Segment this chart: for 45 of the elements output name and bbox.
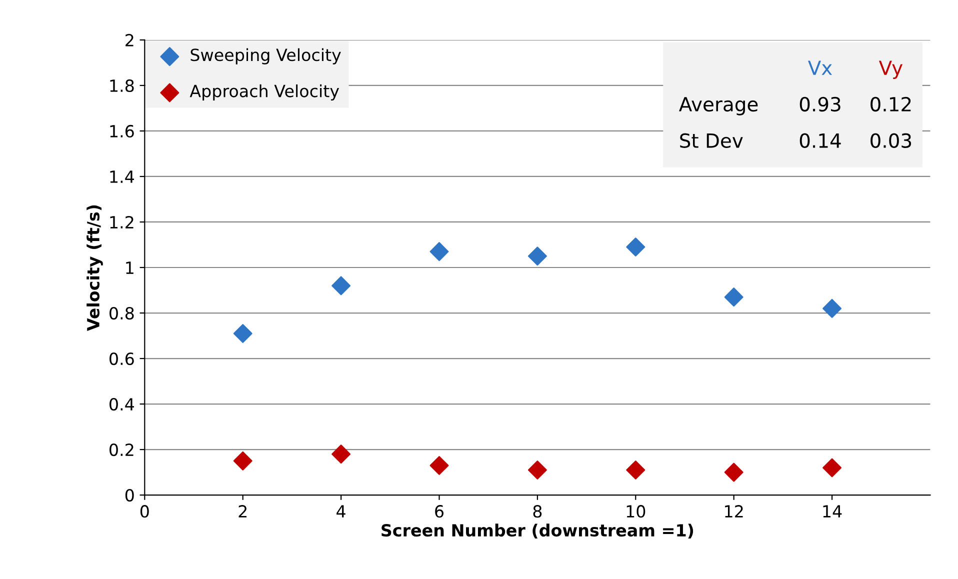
point	[822, 458, 842, 478]
point	[528, 246, 547, 266]
y-tick-label: 0.6	[110, 352, 134, 366]
x-tick-label: 12	[725, 505, 743, 518]
y-tick-label: 0	[125, 489, 134, 502]
y-tick-label: 0.4	[110, 398, 134, 411]
y-tick-label: 1.6	[110, 124, 134, 138]
point	[430, 242, 449, 262]
annotation: 0.03	[870, 133, 912, 148]
annotation: 0.93	[800, 96, 840, 112]
y-tick-label: 2	[126, 34, 134, 46]
y-tick-label: 1.8	[110, 79, 134, 92]
x-tick-label: 14	[823, 505, 842, 518]
annotation: Vx	[808, 60, 832, 75]
point	[430, 456, 449, 475]
point	[822, 298, 842, 318]
annotation: 0.12	[870, 96, 911, 112]
point	[626, 238, 646, 256]
point	[233, 451, 252, 470]
point	[528, 460, 547, 480]
annotation: 0.14	[800, 133, 841, 148]
x-tick-label: 8	[533, 505, 542, 518]
point	[724, 288, 744, 307]
annotation: Average	[678, 97, 758, 116]
y-axis-title: Velocity (ft/s)	[86, 205, 103, 331]
annotation: Vy	[878, 60, 903, 79]
x-tick-label: 10	[626, 505, 646, 518]
y-tick-label: 0.2	[110, 444, 134, 456]
point	[332, 276, 351, 296]
y-tick-label: 1	[126, 262, 134, 274]
x-tick-label: 0	[140, 505, 149, 518]
annotation: St Dev	[680, 133, 743, 148]
y-tick-label: 0.8	[110, 306, 134, 320]
point	[332, 444, 351, 464]
y-tick-label: 1.4	[110, 170, 134, 183]
point	[724, 462, 744, 482]
x-tick-label: 6	[435, 505, 444, 518]
legend-label: Approach Velocity	[190, 84, 340, 101]
point	[233, 324, 252, 343]
x-tick-label: 4	[336, 505, 346, 518]
x-tick-label: 2	[238, 505, 246, 518]
y-tick-label: 1.2	[110, 216, 134, 228]
x-axis-title: Screen Number (downstream =1)	[382, 524, 694, 539]
point	[626, 460, 646, 480]
legend-label: Sweeping Velocity	[190, 48, 341, 64]
